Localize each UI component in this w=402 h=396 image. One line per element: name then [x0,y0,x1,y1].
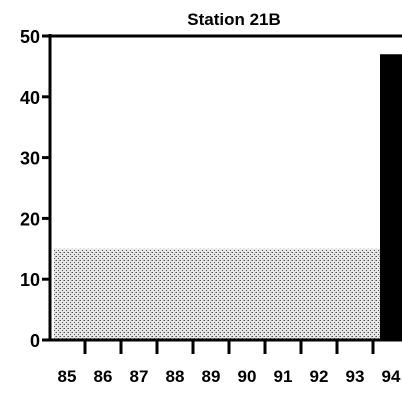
bar-85 [54,248,103,340]
x-tick-label-85: 85 [58,367,77,386]
x-tick-label-87: 87 [130,367,149,386]
bar-91 [283,248,319,340]
bar-88 [175,248,211,340]
bar-90 [247,248,283,340]
x-tick-label-90: 90 [238,367,257,386]
bar-87 [139,248,175,340]
x-tick-label-86: 86 [94,367,113,386]
y-tick-label-20: 20 [20,209,40,229]
y-tick-label-50: 50 [20,27,40,47]
x-tick-label-93: 93 [346,367,365,386]
chart-title: Station 21B [187,10,281,29]
x-tick-label-91: 91 [274,367,293,386]
y-tick-label-30: 30 [20,149,40,169]
x-tick-label-92: 92 [310,367,329,386]
bar-94 [380,54,402,341]
bar-86 [103,248,139,340]
y-tick-label-10: 10 [20,270,40,290]
x-tick-label-88: 88 [166,367,185,386]
y-tick-label-0: 0 [30,331,40,351]
y-tick-label-40: 40 [20,88,40,108]
bar-89 [211,248,247,340]
x-tick-label-89: 89 [202,367,221,386]
x-tick-label-94: 94 [382,367,401,386]
bar-92 [319,248,355,340]
